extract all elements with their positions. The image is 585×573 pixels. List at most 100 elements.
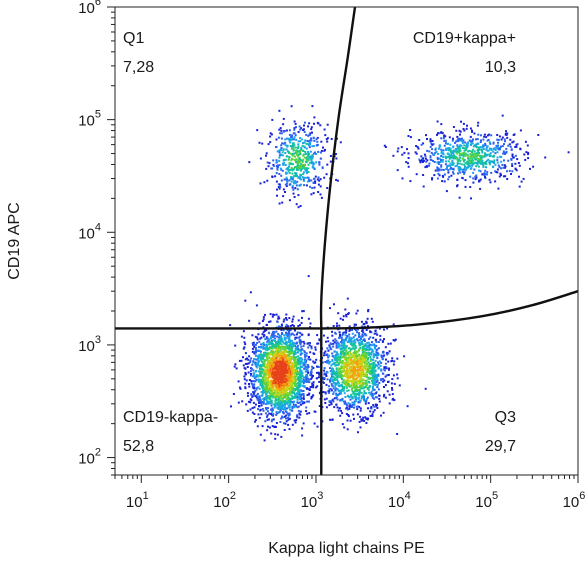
event-dot <box>311 166 314 169</box>
event-dot <box>490 149 493 152</box>
event-dot <box>428 164 430 167</box>
event-dot <box>245 373 247 376</box>
event-dot <box>350 393 353 396</box>
event-dot <box>255 394 258 397</box>
event-dot <box>287 396 290 399</box>
event-dot <box>256 336 259 339</box>
event-dot <box>383 386 385 388</box>
event-dot <box>268 402 271 405</box>
event-dot <box>392 363 395 366</box>
event-dot <box>365 347 368 350</box>
event-dot <box>353 323 356 326</box>
event-dot <box>366 364 369 367</box>
event-dot <box>362 373 365 376</box>
event-dot <box>327 359 330 362</box>
event-dot <box>281 407 284 410</box>
event-dot <box>273 313 276 316</box>
event-dot <box>287 384 290 387</box>
event-dot <box>275 346 278 349</box>
event-dot <box>276 360 279 363</box>
event-dot <box>323 398 326 401</box>
event-dot <box>437 161 440 164</box>
event-dot <box>503 138 506 141</box>
event-dot <box>407 162 409 165</box>
event-dot <box>276 412 278 415</box>
event-dot <box>346 297 349 300</box>
event-dot <box>359 415 362 418</box>
event-dot <box>364 364 367 367</box>
event-dot <box>445 160 448 163</box>
event-dot <box>335 392 338 395</box>
event-dot <box>263 363 266 366</box>
event-dot <box>444 135 447 138</box>
event-dot <box>283 400 285 403</box>
event-dot <box>278 338 281 341</box>
event-dot <box>364 402 367 405</box>
event-dot <box>316 371 318 374</box>
event-dot <box>449 162 452 165</box>
event-dot <box>305 156 308 159</box>
event-dot <box>297 379 300 382</box>
event-dot <box>303 176 305 179</box>
event-dot <box>470 197 472 200</box>
event-dot <box>271 366 274 369</box>
event-dot <box>356 309 359 312</box>
event-dot <box>311 145 314 148</box>
event-dot <box>445 148 448 151</box>
event-dot <box>297 131 300 133</box>
event-dot <box>272 371 275 374</box>
event-dot <box>318 179 321 182</box>
event-dot <box>299 173 302 176</box>
event-dot <box>297 145 300 148</box>
event-dot <box>271 349 274 352</box>
event-dot <box>313 116 316 119</box>
event-dot <box>339 317 342 320</box>
event-dot <box>291 163 294 166</box>
event-dot <box>372 404 375 407</box>
event-dot <box>298 165 301 167</box>
event-dot <box>481 151 484 154</box>
event-dot <box>263 439 266 442</box>
event-dot <box>345 356 348 359</box>
event-dot <box>271 118 274 121</box>
event-dot <box>479 187 482 190</box>
event-dot <box>295 126 297 129</box>
event-dot <box>472 181 475 184</box>
event-dot <box>317 366 320 368</box>
event-dot <box>293 182 296 185</box>
event-dot <box>238 359 241 362</box>
event-dot <box>438 168 441 171</box>
event-dot <box>293 365 295 368</box>
event-dot <box>273 331 275 334</box>
event-dot <box>243 375 246 378</box>
event-dot <box>291 362 294 365</box>
event-dot <box>294 182 297 184</box>
event-dot <box>506 132 509 135</box>
event-dot <box>374 381 376 384</box>
event-dot <box>279 386 282 389</box>
event-dot <box>366 368 369 371</box>
event-dot <box>302 154 305 157</box>
event-dot <box>273 347 276 350</box>
event-dot <box>501 136 504 139</box>
event-dot <box>467 157 469 160</box>
event-dot <box>267 364 270 367</box>
event-dot <box>251 383 254 386</box>
event-dot <box>484 177 487 180</box>
event-dot <box>494 163 497 166</box>
event-dot <box>277 317 280 320</box>
event-dot <box>371 374 374 377</box>
event-dot <box>326 354 329 357</box>
event-dot <box>380 414 382 417</box>
event-dot <box>284 377 287 380</box>
event-dot <box>363 340 366 343</box>
event-dot <box>443 144 446 147</box>
event-dot <box>422 185 425 188</box>
event-dot <box>448 149 451 152</box>
event-dot <box>374 376 377 379</box>
event-dot <box>278 392 281 395</box>
event-dot <box>280 335 283 338</box>
event-dot <box>350 388 353 391</box>
event-dot <box>326 353 329 356</box>
